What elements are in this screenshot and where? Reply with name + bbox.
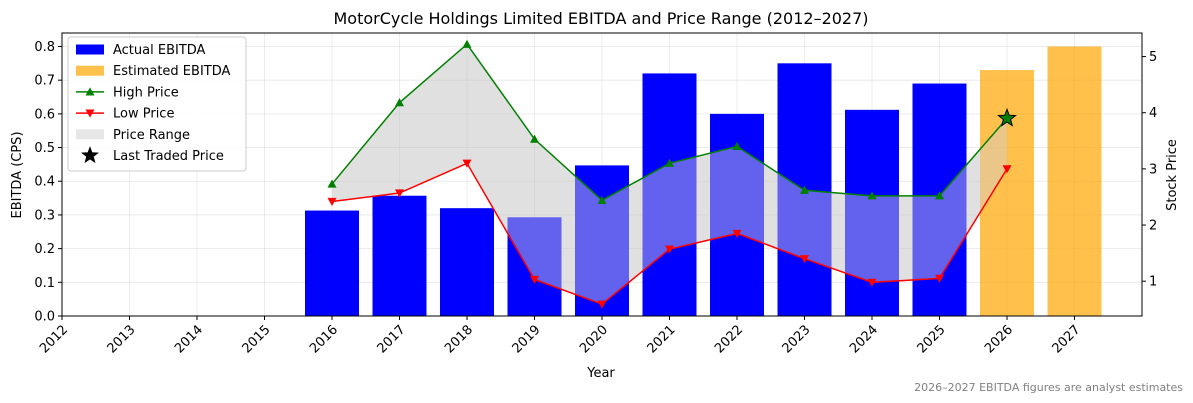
low-price-marker xyxy=(462,159,472,168)
x-tick-label: 2022 xyxy=(712,322,746,356)
low-price-marker xyxy=(395,189,404,198)
legend-label: Estimated EBITDA xyxy=(113,64,230,79)
x-tick-label: 2018 xyxy=(442,322,476,356)
legend-label: Price Range xyxy=(113,128,190,143)
low-price-marker xyxy=(530,275,539,285)
high-price-marker xyxy=(462,39,472,48)
legend-marker xyxy=(81,146,99,164)
y-tick-label: 0.4 xyxy=(34,175,55,190)
y-tick-label: 0.1 xyxy=(34,276,55,291)
actual-ebitda-bar xyxy=(440,208,494,316)
y-tick-label: 0.5 xyxy=(34,141,55,156)
high-price-marker xyxy=(732,141,742,151)
x-tick-label: 2012 xyxy=(37,322,71,356)
legend-label: Actual EBITDA xyxy=(113,43,206,58)
x-tick-label: 2017 xyxy=(375,322,409,356)
x-tick-label: 2019 xyxy=(510,322,544,356)
last-traded-price-marker xyxy=(997,107,1017,127)
low-price-marker xyxy=(327,197,337,206)
price-range-overlay xyxy=(332,44,1007,305)
actual-ebitda-bar xyxy=(507,217,562,316)
y-axis-label: EBITDA (CPS) xyxy=(10,131,25,218)
legend-label: High Price xyxy=(113,85,179,100)
high-price-marker xyxy=(800,185,809,194)
actual-ebitda-bar xyxy=(642,73,697,316)
low-price-marker xyxy=(597,300,607,309)
legend-swatch xyxy=(76,65,104,76)
y2-tick-label: 3 xyxy=(1149,162,1157,177)
low-price-marker xyxy=(732,229,742,238)
high-price-marker xyxy=(665,158,674,167)
low-price-marker xyxy=(800,255,809,264)
y2-tick-label: 5 xyxy=(1149,50,1157,65)
high-price-marker xyxy=(327,179,337,188)
legend-label: Low Price xyxy=(113,107,174,122)
y2-axis-label: Stock Price xyxy=(1165,139,1180,211)
legend-swatch xyxy=(76,44,104,55)
y-tick-label: 0.8 xyxy=(34,40,55,55)
y-tick-label: 0.2 xyxy=(34,242,55,257)
high-price-marker xyxy=(597,195,607,204)
chart-title: MotorCycle Holdings Limited EBITDA and P… xyxy=(333,9,868,28)
y-tick-label: 0.3 xyxy=(34,208,55,223)
low-price-marker xyxy=(935,274,944,283)
x-tick-label: 2016 xyxy=(307,322,341,356)
x-tick-label: 2021 xyxy=(645,322,679,356)
x-tick-label: 2024 xyxy=(847,322,881,356)
x-tick-label: 2020 xyxy=(577,322,611,356)
x-tick-label: 2013 xyxy=(105,322,139,356)
legend-label: Last Traded Price xyxy=(113,149,224,164)
y-tick-label: 0.7 xyxy=(34,74,55,89)
y2-tick-label: 4 xyxy=(1149,106,1157,121)
x-tick-label: 2026 xyxy=(982,322,1016,356)
x-tick-label: 2015 xyxy=(240,322,274,356)
x-tick-label: 2014 xyxy=(172,322,206,356)
estimate-note: 2026–2027 EBITDA figures are analyst est… xyxy=(914,381,1183,394)
ebitda-bars xyxy=(305,46,1102,317)
low-price-marker xyxy=(665,245,674,254)
y2-tick-label: 2 xyxy=(1149,219,1157,234)
x-tick-label: 2027 xyxy=(1050,322,1084,356)
y2-tick-label: 1 xyxy=(1149,275,1157,290)
y-tick-label: 0.6 xyxy=(34,107,55,122)
x-tick-label: 2025 xyxy=(915,322,949,356)
estimated-ebitda-bar xyxy=(1047,46,1102,316)
actual-ebitda-bar xyxy=(305,210,359,316)
price-lines xyxy=(327,39,1017,309)
high-price-marker xyxy=(530,134,539,143)
x-axis-label: Year xyxy=(586,366,615,381)
high-price-marker xyxy=(867,191,877,200)
low-price-marker xyxy=(867,278,877,287)
legend-box xyxy=(67,36,247,172)
legend-marker xyxy=(85,109,95,118)
y-tick-label: 0.0 xyxy=(34,310,55,325)
x-tick-label: 2023 xyxy=(780,322,814,356)
high-price-marker xyxy=(935,191,944,200)
low-price-marker xyxy=(1002,165,1012,174)
high-price-marker xyxy=(395,98,404,107)
legend: Actual EBITDA Estimated EBITDA High Price L… xyxy=(67,36,247,172)
legend-marker xyxy=(85,87,95,96)
legend-swatch xyxy=(76,129,104,140)
actual-ebitda-bar xyxy=(372,195,427,316)
